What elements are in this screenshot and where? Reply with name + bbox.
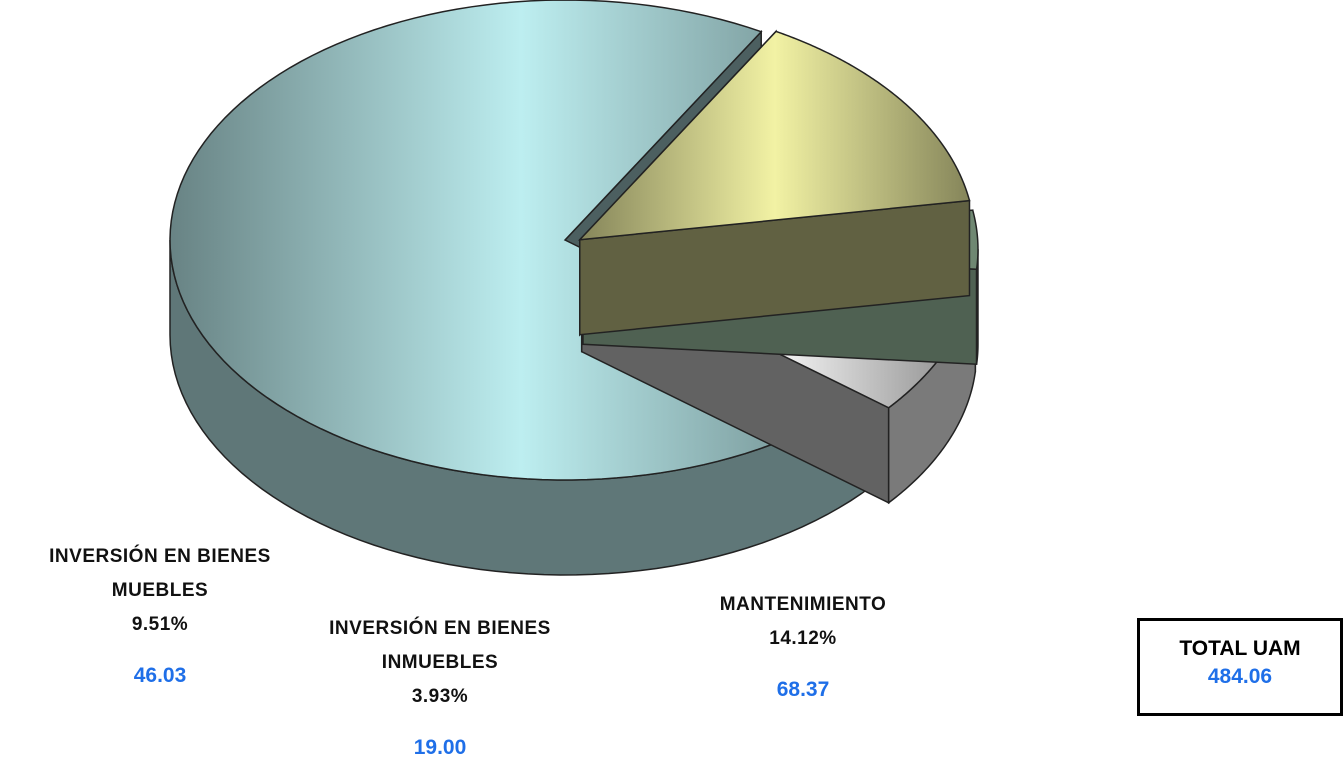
slice-top: [577, 30, 971, 241]
slice: [577, 29, 971, 337]
total-box: TOTAL UAM 484.06: [1137, 618, 1343, 716]
slice-percent: 3.93%: [411, 686, 469, 707]
slice-amount: 68.37: [776, 678, 830, 701]
total-label: TOTAL UAM: [1179, 637, 1301, 660]
slice-percent: 14.12%: [769, 628, 837, 649]
total-value: 484.06: [1207, 665, 1273, 688]
slice-label: MANTENIMIENTO: [719, 594, 887, 615]
slice-amount: 19.00: [413, 736, 467, 759]
slice-label: INVERSIÓN EN BIENES INMUEBLES: [329, 618, 551, 673]
slice-amount: 46.03: [133, 664, 187, 687]
slice-percent: 9.51%: [131, 614, 189, 635]
slice-label: INVERSIÓN EN BIENES MUEBLES: [49, 546, 271, 601]
